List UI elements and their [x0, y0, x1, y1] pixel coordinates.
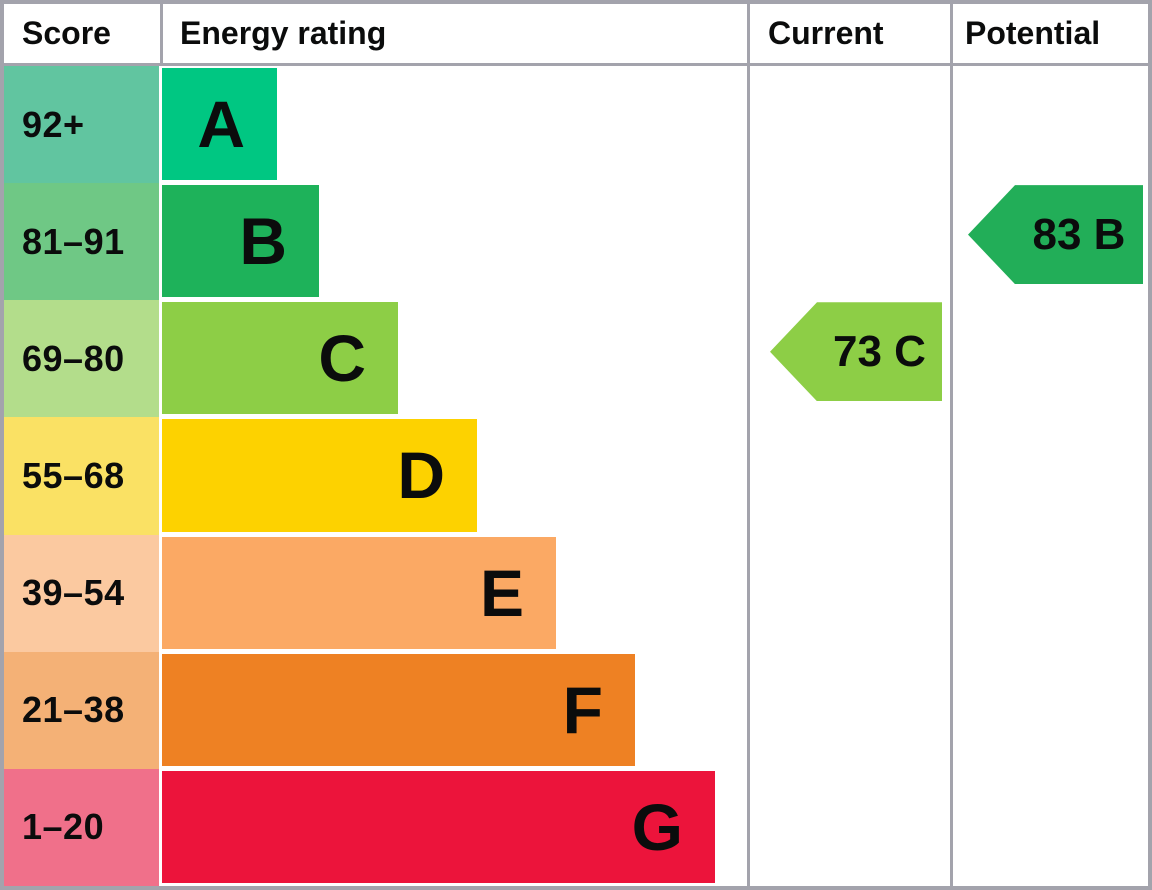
rating-bar-a: A	[162, 68, 277, 181]
rating-bar-g: G	[162, 770, 715, 883]
score-range-label: 1–20	[22, 806, 105, 848]
band-row-c: 69–80 C	[4, 300, 1148, 418]
score-cell-c: 69–80	[4, 300, 159, 418]
divider-current-potential	[950, 4, 953, 886]
score-range-label: 55–68	[22, 454, 125, 496]
divider-rating-current	[747, 4, 750, 886]
band-row-b: 81–91 B	[4, 183, 1148, 301]
score-range-label: 81–91	[22, 220, 125, 262]
potential-rating-label: 83 B	[1032, 209, 1126, 259]
band-row-e: 39–54 E	[4, 534, 1148, 652]
header-potential: Potential	[965, 15, 1101, 51]
band-row-a: 92+ A	[4, 66, 1148, 184]
band-letter: E	[479, 555, 524, 630]
header-bottom-divider	[4, 63, 1148, 66]
header-score: Score	[22, 15, 111, 51]
score-cell-a: 92+	[4, 66, 159, 184]
score-cell-g: 1–20	[4, 768, 159, 886]
score-range-label: 39–54	[22, 572, 125, 614]
header-current: Current	[768, 15, 884, 51]
rating-bar-d: D	[162, 419, 477, 532]
band-letter: C	[318, 321, 366, 396]
band-letter: A	[197, 87, 245, 162]
potential-rating-arrow: 83 B	[968, 185, 1143, 285]
score-range-label: 92+	[22, 103, 85, 145]
current-rating-label: 73 C	[833, 326, 926, 376]
rating-bar-b: B	[162, 185, 319, 298]
score-cell-d: 55–68	[4, 417, 159, 535]
score-range-label: 69–80	[22, 337, 125, 379]
score-cell-e: 39–54	[4, 534, 159, 652]
score-cell-b: 81–91	[4, 183, 159, 301]
rating-bar-f: F	[162, 653, 635, 766]
band-row-g: 1–20 G	[4, 768, 1148, 886]
band-letter: D	[397, 438, 445, 513]
score-cell-f: 21–38	[4, 651, 159, 769]
rating-bar-c: C	[162, 302, 398, 415]
band-letter: B	[239, 204, 287, 279]
band-letter: G	[631, 789, 683, 864]
band-row-d: 55–68 D	[4, 417, 1148, 535]
rating-bar-e: E	[162, 536, 556, 649]
band-letter: F	[562, 672, 603, 747]
score-range-label: 21–38	[22, 689, 125, 731]
header-energy-rating: Energy rating	[180, 15, 387, 51]
band-row-f: 21–38 F	[4, 651, 1148, 769]
divider-score-rating	[160, 4, 163, 63]
current-rating-arrow: 73 C	[770, 302, 942, 402]
